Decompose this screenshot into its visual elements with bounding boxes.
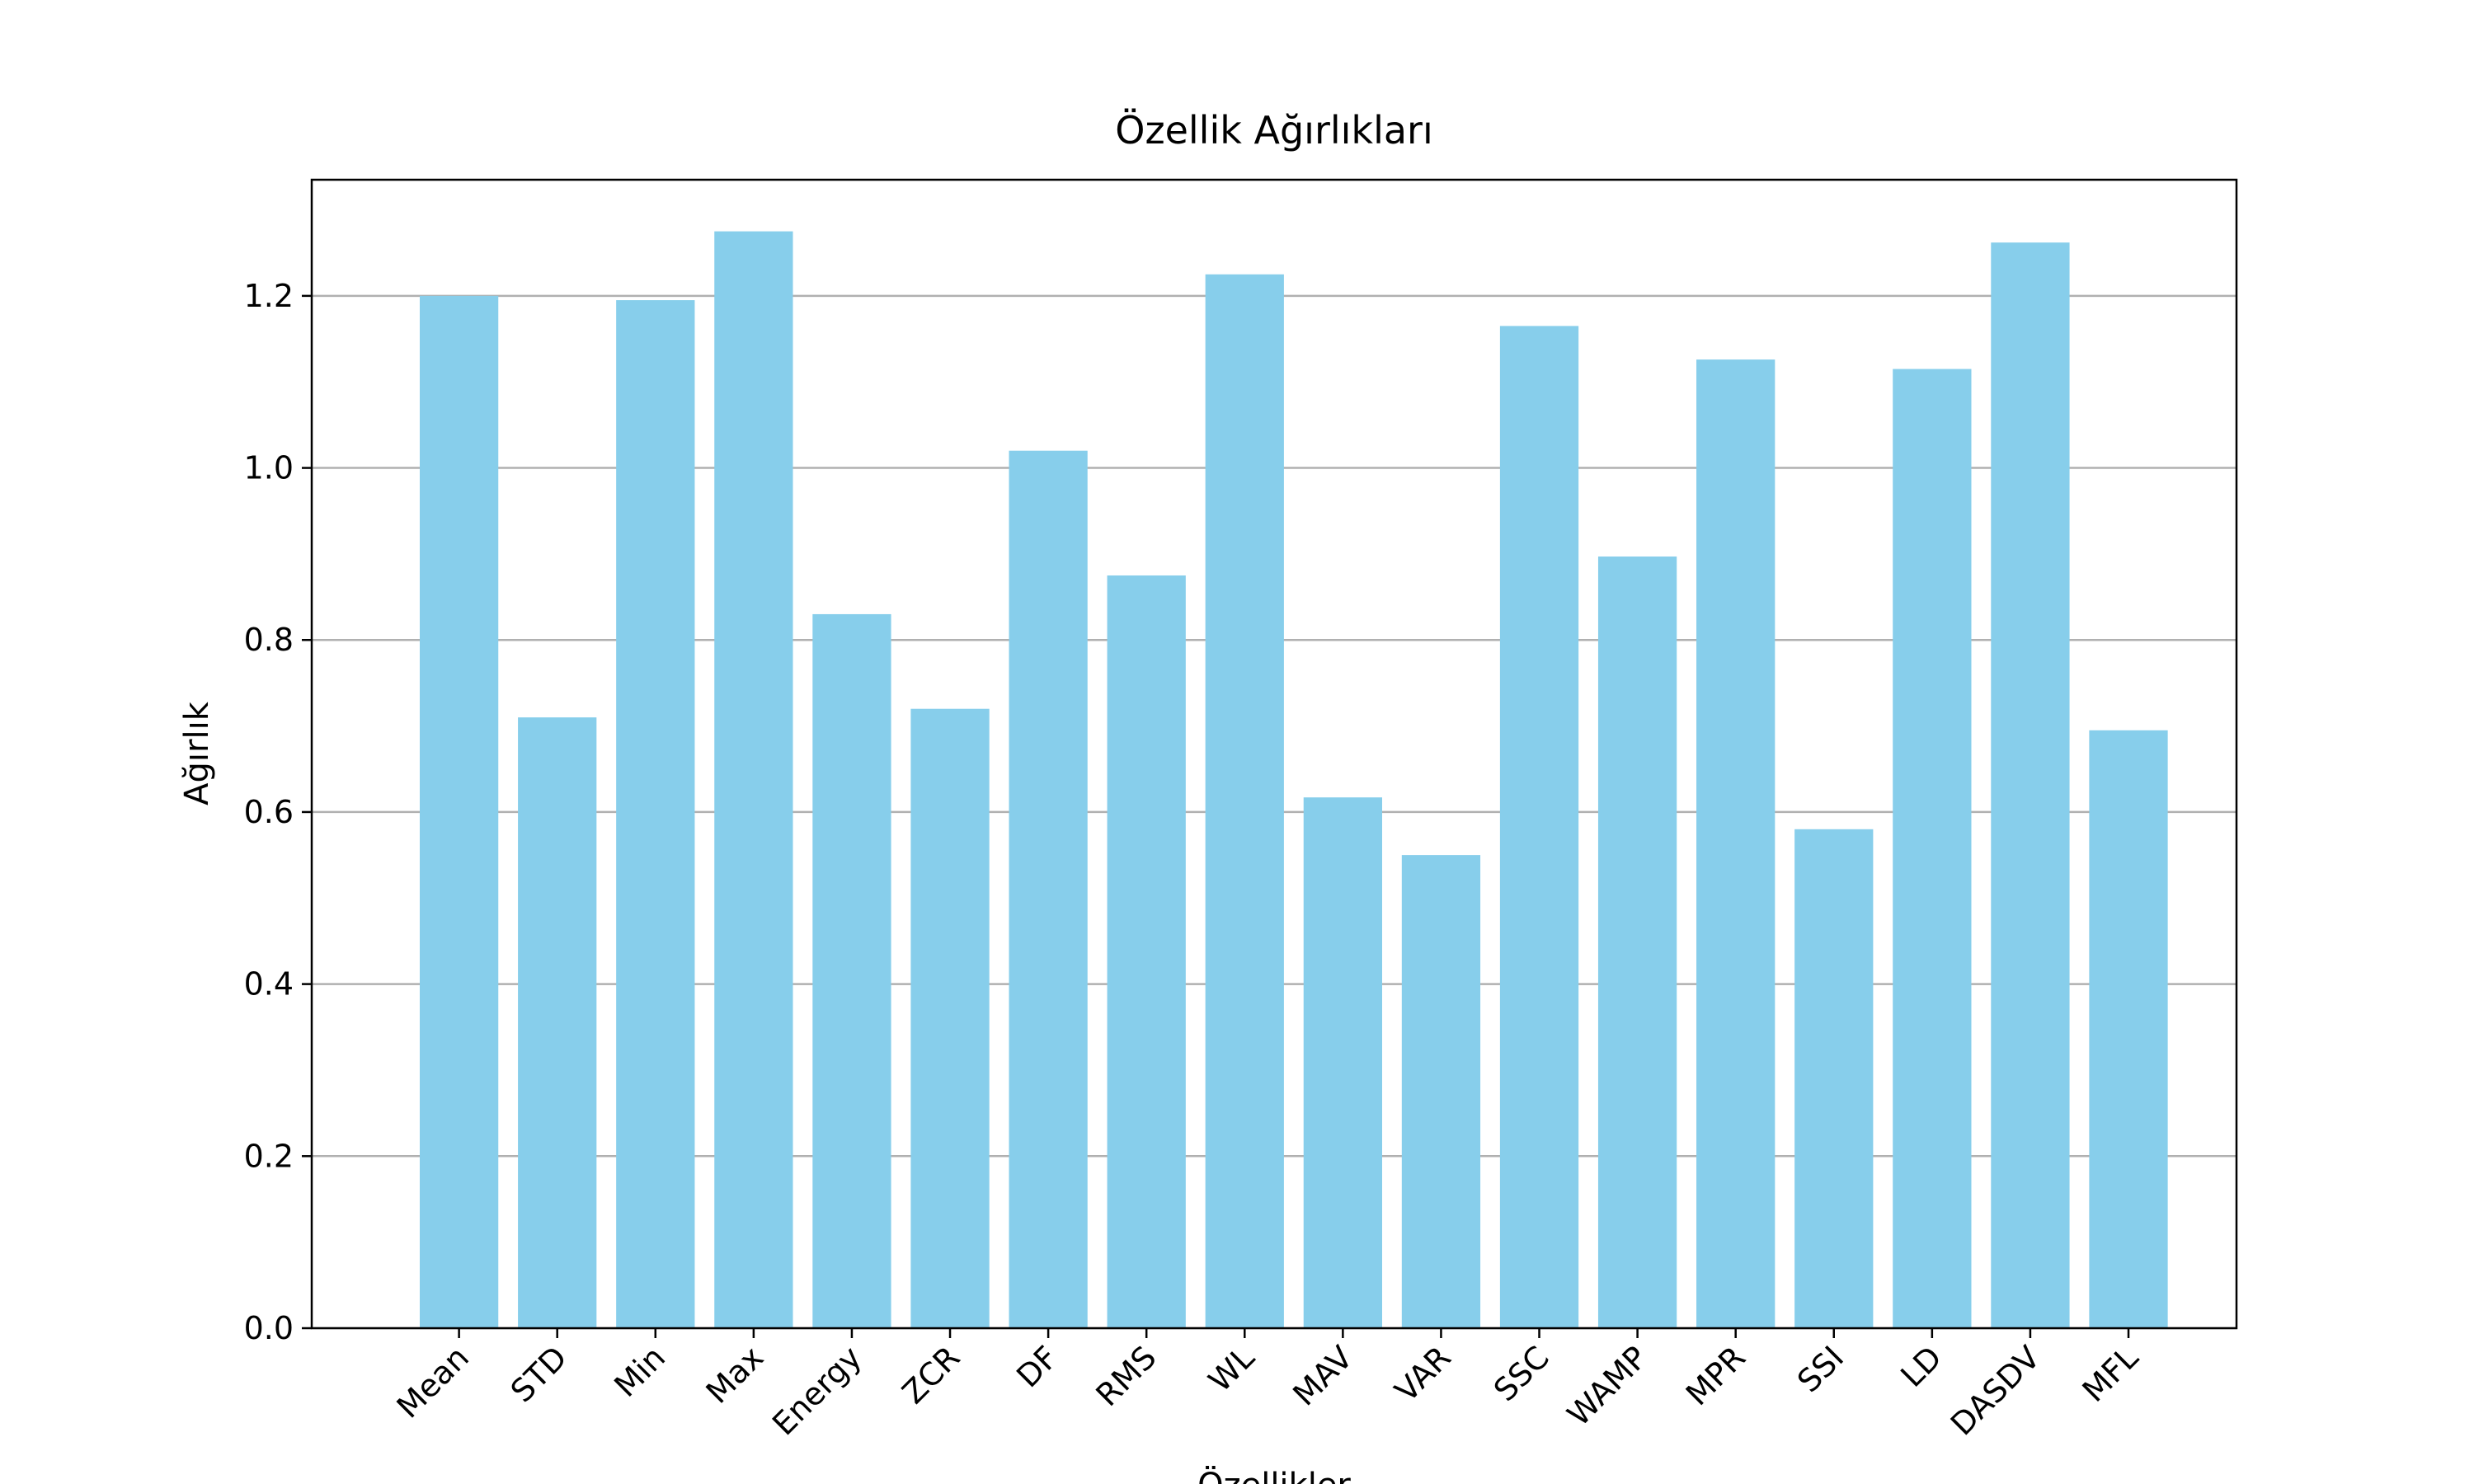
bar-max [714, 231, 793, 1329]
bar-ssi [1794, 829, 1874, 1328]
bar-dasdv [1991, 242, 2070, 1329]
bar-std [518, 717, 597, 1328]
y-tick-label: 1.0 [244, 450, 294, 486]
bar-energy [812, 613, 891, 1328]
bar-mav [1303, 797, 1382, 1328]
bar-ssc [1499, 326, 1579, 1329]
bar-ld [1893, 369, 1972, 1328]
chart-title: Özellik Ağırlıkları [1115, 108, 1432, 153]
y-tick-label: 0.2 [244, 1138, 294, 1174]
y-axis-ticks: 0.0 0.2 0.4 0.6 0.8 1.0 1.2 [244, 278, 312, 1346]
y-tick-label: 0.4 [244, 966, 294, 1003]
bar-rms [1107, 575, 1186, 1328]
bar-var [1401, 855, 1481, 1328]
bar-wamp [1597, 556, 1677, 1328]
y-tick-label: 0.8 [244, 622, 294, 658]
bar-mean [419, 295, 499, 1328]
bar-zcr [910, 708, 990, 1328]
bar-mfl [2089, 730, 2168, 1328]
y-axis-label: Ağırlık [178, 701, 216, 805]
bars [419, 231, 2168, 1329]
bar-mpr [1696, 359, 1776, 1329]
x-axis-label: Özellikler [1197, 1465, 1351, 1484]
bar-min [616, 300, 695, 1328]
plot-area-frame [310, 178, 2238, 1330]
bar-df [1009, 450, 1088, 1329]
y-tick-label: 1.2 [244, 278, 294, 314]
bar-wl [1205, 274, 1284, 1328]
y-tick-label: 0.6 [244, 794, 294, 830]
y-tick-label: 0.0 [244, 1310, 294, 1346]
